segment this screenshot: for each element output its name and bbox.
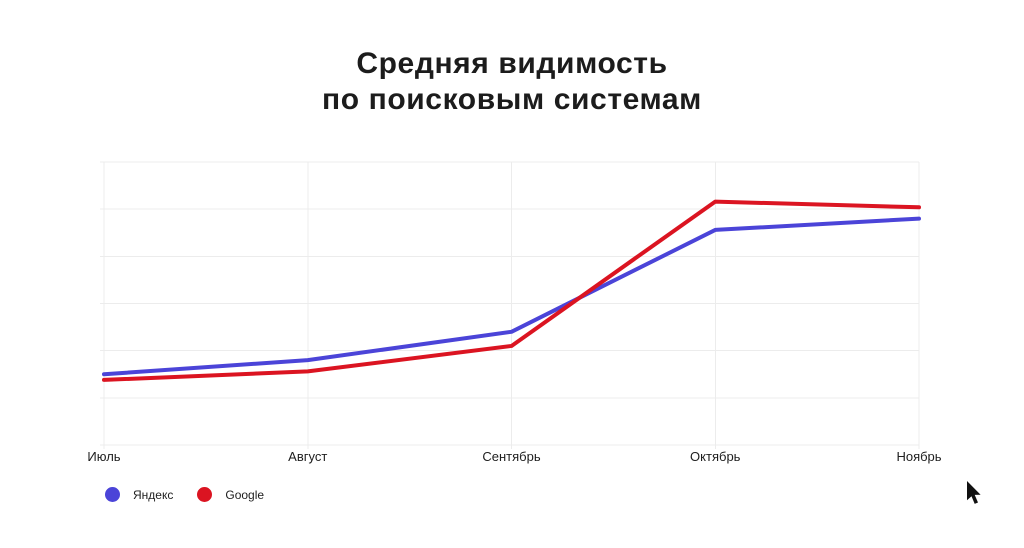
chart-legend: Яндекс Google [105,487,264,502]
legend-dot-google-icon [197,487,213,502]
legend-label-google: Google [225,487,265,502]
line-chart [100,161,921,449]
x-tick-november: Ноябрь [896,449,942,464]
x-tick-october: Октябрь [690,449,741,464]
x-tick-september: Сентябрь [482,449,541,464]
legend-label-yandex: Яндекс [133,487,174,502]
x-axis: Июль Август Сентябрь Октябрь Ноябрь [87,449,941,465]
x-tick-july: Июль [87,449,121,464]
chart-title: Средняя видимость по поисковым системам [0,46,1024,118]
x-tick-august: Август [288,449,328,464]
chart-title-line2: по поисковым системам [322,83,702,116]
chart-canvas [100,161,921,449]
legend-item-google[interactable]: Google [197,487,264,502]
chart-title-line1: Средняя видимость [356,47,668,80]
legend-dot-yandex-icon [105,487,120,502]
legend-item-yandex[interactable]: Яндекс [105,487,173,502]
arrow-pointer-icon [967,481,981,504]
